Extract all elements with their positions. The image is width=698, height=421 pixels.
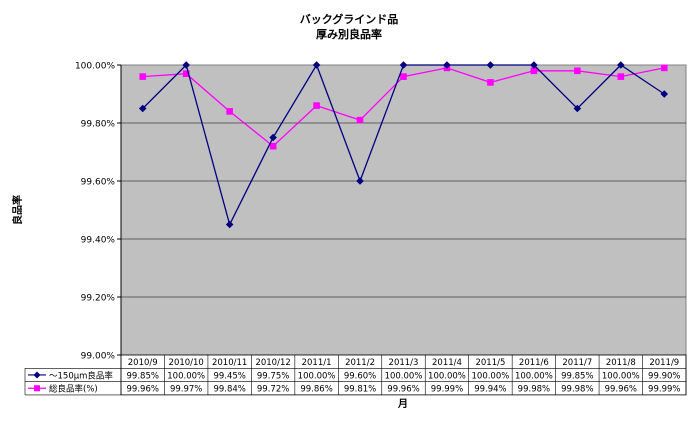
x-category-label: 2011/6	[519, 358, 549, 368]
table-value: 99.99%	[431, 385, 463, 395]
y-tick-label: 99.00%	[81, 352, 116, 362]
data-point	[617, 61, 625, 69]
x-category-label: 2011/7	[562, 358, 592, 368]
x-category-label: 2011/5	[475, 358, 505, 368]
data-point	[139, 73, 147, 80]
legend-marker	[33, 371, 41, 379]
data-point	[486, 61, 495, 69]
x-axis-title: 月	[397, 398, 408, 410]
grid	[121, 122, 686, 298]
table-value: 100.00%	[428, 371, 466, 381]
x-category-label: 2010/9	[128, 358, 158, 368]
data-point	[660, 64, 668, 72]
x-category-label: 2011/8	[606, 358, 636, 368]
table-value: 99.85%	[561, 371, 593, 381]
y-tick-label: 99.20%	[81, 294, 116, 304]
table-value: 99.96%	[127, 385, 159, 395]
data-point	[356, 116, 364, 124]
table-value: 100.00%	[472, 371, 510, 381]
table-value: 99.75%	[257, 371, 289, 381]
table-value: 100.00%	[515, 371, 553, 381]
table-value: 99.98%	[561, 385, 593, 395]
y-tick-label: 99.60%	[81, 178, 116, 188]
table-value: 99.94%	[474, 385, 506, 395]
table-value: 100.00%	[385, 371, 423, 381]
table-value: 99.96%	[387, 385, 419, 395]
x-category-label: 2011/3	[389, 358, 419, 368]
x-category-label: 2010/12	[255, 358, 290, 368]
legend-label: ～150μm良品率	[49, 370, 113, 381]
data-point	[487, 79, 494, 86]
table-value: 100.00%	[298, 371, 336, 381]
data-table: 2010/9 2010/10 2010/11 2010/12 2011/1 2011/2 2…	[24, 354, 687, 396]
table-value: 99.45%	[213, 371, 245, 381]
table-frame	[120, 354, 687, 396]
data-point	[138, 104, 147, 113]
table-value: 99.84%	[213, 385, 245, 395]
data-point	[400, 73, 407, 80]
y-axis-title: 良品率	[11, 195, 24, 225]
data-point	[182, 70, 190, 77]
data-point	[399, 61, 408, 69]
data-point	[226, 108, 233, 115]
data-point	[269, 142, 277, 150]
data-point	[182, 61, 190, 69]
table-value: 99.96%	[605, 385, 637, 395]
data-point	[313, 102, 320, 109]
x-category-label: 2010/11	[212, 358, 247, 368]
data-point	[312, 61, 321, 69]
series	[138, 61, 669, 229]
x-category-label: 2011/2	[345, 358, 375, 368]
data-point	[443, 61, 451, 69]
series-thin	[138, 61, 669, 229]
data-point	[573, 104, 582, 113]
y-tick-label: 100.00%	[75, 62, 115, 72]
table-value: 99.81%	[344, 385, 376, 395]
table-value: 99.97%	[170, 385, 202, 395]
table-value: 99.99%	[648, 385, 680, 395]
x-category-label: 2011/4	[432, 358, 462, 368]
y-axis: 99.00% 99.20% 99.40% 99.60% 99.80% 100.00%	[75, 62, 122, 362]
chart-title: バックグラインド品	[300, 12, 399, 26]
table-value: 100.00%	[602, 371, 640, 381]
table-value: 99.98%	[518, 385, 550, 395]
y-tick-label: 99.40%	[81, 236, 116, 246]
chart-subtitle: 厚み別良品率	[316, 27, 382, 41]
data-point	[356, 177, 364, 185]
x-category-label: 2010/10	[169, 358, 204, 368]
data-point	[574, 67, 581, 75]
data-point	[617, 73, 625, 80]
data-point	[225, 220, 234, 229]
data-point	[660, 90, 669, 98]
legend-marker	[34, 385, 40, 392]
table-value: 99.86%	[300, 385, 332, 395]
table-value: 100.00%	[167, 371, 205, 381]
table-value: 99.90%	[648, 371, 680, 381]
data-point	[530, 67, 538, 75]
table-value: 99.60%	[344, 371, 376, 381]
data-point	[530, 61, 538, 69]
table-value: 99.85%	[127, 371, 159, 381]
data-point	[269, 133, 277, 142]
x-category-label: 2011/9	[649, 358, 679, 368]
table-value: 99.72%	[257, 385, 289, 395]
plot-area	[120, 64, 687, 356]
y-tick-label: 99.80%	[81, 120, 116, 130]
legend-label: 総良品率(%)	[49, 384, 98, 395]
x-category-label: 2011/1	[302, 358, 332, 368]
